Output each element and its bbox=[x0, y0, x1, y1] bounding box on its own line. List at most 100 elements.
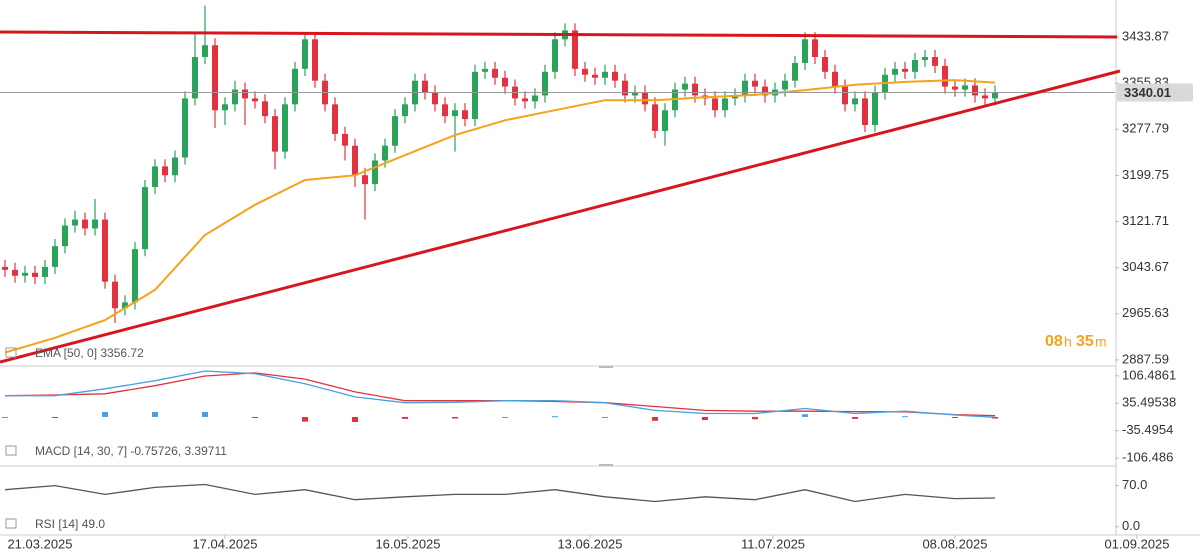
y-tick-label: 3121.71 bbox=[1122, 213, 1169, 228]
countdown-hours: 08 bbox=[1045, 333, 1063, 350]
candle-body bbox=[72, 219, 78, 226]
candle-body bbox=[232, 89, 238, 105]
candle-body bbox=[822, 57, 828, 72]
candle-body bbox=[352, 145, 358, 176]
y-tick-label: 106.4861 bbox=[1122, 367, 1176, 382]
y-tick-label: 35.49538 bbox=[1122, 395, 1176, 410]
candle-body bbox=[12, 269, 18, 276]
candle-body bbox=[692, 83, 698, 96]
candle-body bbox=[842, 86, 848, 105]
x-tick-label: 11.07.2025 bbox=[741, 536, 805, 551]
candle-body bbox=[542, 71, 548, 96]
panel-handle[interactable] bbox=[599, 366, 613, 368]
candle-body bbox=[592, 74, 598, 78]
candle-body bbox=[212, 45, 218, 111]
candle-body bbox=[812, 39, 818, 58]
candle-body bbox=[722, 98, 728, 111]
macd-histogram-bar bbox=[602, 416, 608, 418]
countdown-minutes-unit: m bbox=[1095, 334, 1107, 350]
candle-body bbox=[182, 98, 188, 158]
candle-body bbox=[532, 95, 538, 102]
candle-body bbox=[962, 85, 968, 90]
candle-body bbox=[802, 39, 808, 63]
support-trendline[interactable] bbox=[0, 69, 1121, 364]
candle-body bbox=[782, 80, 788, 90]
countdown-minutes: 35 bbox=[1076, 333, 1094, 350]
candle-body bbox=[642, 92, 648, 105]
candle-body bbox=[942, 65, 948, 87]
candle-body bbox=[2, 266, 8, 270]
y-tick-label: 2887.59 bbox=[1122, 351, 1169, 366]
candle-body bbox=[832, 71, 838, 87]
macd-histogram-bar bbox=[652, 416, 658, 421]
macd-histogram-bar bbox=[252, 416, 258, 418]
candle-body bbox=[912, 59, 918, 72]
ema-line bbox=[4, 79, 996, 354]
macd-histogram-bar bbox=[2, 416, 8, 418]
y-tick-label: 3277.79 bbox=[1122, 121, 1169, 136]
candle-body bbox=[82, 219, 88, 229]
candle-body bbox=[272, 116, 278, 152]
macd-histogram-bar bbox=[302, 416, 308, 422]
candle-body bbox=[292, 68, 298, 105]
y-tick-label: 3199.75 bbox=[1122, 167, 1169, 182]
candle-body bbox=[612, 71, 618, 81]
candle-body bbox=[252, 98, 258, 102]
macd-legend: MACD [14, 30, 7] -0.75726, 3.39711 bbox=[35, 444, 227, 458]
candle-body bbox=[472, 71, 478, 120]
macd-histogram-bar bbox=[202, 411, 208, 417]
legend-icon[interactable] bbox=[5, 518, 17, 529]
candle-body bbox=[142, 187, 148, 250]
resistance-trendline[interactable] bbox=[0, 30, 1118, 39]
candle-body bbox=[302, 39, 308, 69]
candle-body bbox=[602, 71, 608, 78]
candle-body bbox=[102, 219, 108, 282]
macd-histogram-bar bbox=[552, 416, 558, 418]
candle-body bbox=[192, 57, 198, 99]
candle-body bbox=[752, 80, 758, 87]
candle-body bbox=[52, 246, 58, 267]
rsi-line bbox=[4, 483, 996, 503]
macd-histogram-bar bbox=[52, 416, 58, 418]
y-tick-label: 3043.67 bbox=[1122, 259, 1169, 274]
macd-histogram-bar bbox=[702, 416, 708, 421]
candle-body bbox=[152, 166, 158, 188]
candle-body bbox=[952, 86, 958, 90]
candle-body bbox=[632, 92, 638, 96]
countdown-hours-unit: h bbox=[1064, 334, 1072, 350]
candle-body bbox=[572, 30, 578, 69]
x-tick-label: 16.05.2025 bbox=[375, 536, 440, 551]
macd-histogram-bar bbox=[992, 416, 998, 419]
x-tick-label: 13.06.2025 bbox=[557, 536, 622, 551]
candle-body bbox=[202, 45, 208, 58]
candle-body bbox=[492, 68, 498, 78]
signal-line bbox=[4, 372, 996, 417]
candle-body bbox=[432, 92, 438, 105]
candle-body bbox=[662, 110, 668, 131]
candle-body bbox=[332, 104, 338, 134]
legend-icon[interactable] bbox=[5, 347, 17, 358]
candle-body bbox=[92, 219, 98, 229]
legend-icon[interactable] bbox=[5, 445, 17, 456]
candle-body bbox=[792, 62, 798, 81]
candle-body bbox=[732, 95, 738, 99]
candle-body bbox=[502, 77, 508, 87]
candle-body bbox=[922, 57, 928, 60]
candle-body bbox=[342, 133, 348, 146]
candle-body bbox=[112, 281, 118, 309]
marks bbox=[0, 5, 1138, 539]
candle-body bbox=[312, 39, 318, 81]
panel-handle[interactable] bbox=[599, 464, 613, 466]
candle-body bbox=[452, 110, 458, 117]
candle-body bbox=[712, 98, 718, 111]
candle-body bbox=[172, 157, 178, 176]
candle-body bbox=[32, 272, 38, 277]
y-tick-label: 70.0 bbox=[1122, 477, 1147, 492]
candle-body bbox=[132, 249, 138, 303]
macd-histogram-bar bbox=[802, 414, 808, 417]
macd-histogram-bar bbox=[752, 416, 758, 420]
candle-body bbox=[852, 98, 858, 105]
candle-body bbox=[22, 272, 28, 276]
y-tick-label: -35.4954 bbox=[1122, 422, 1173, 437]
